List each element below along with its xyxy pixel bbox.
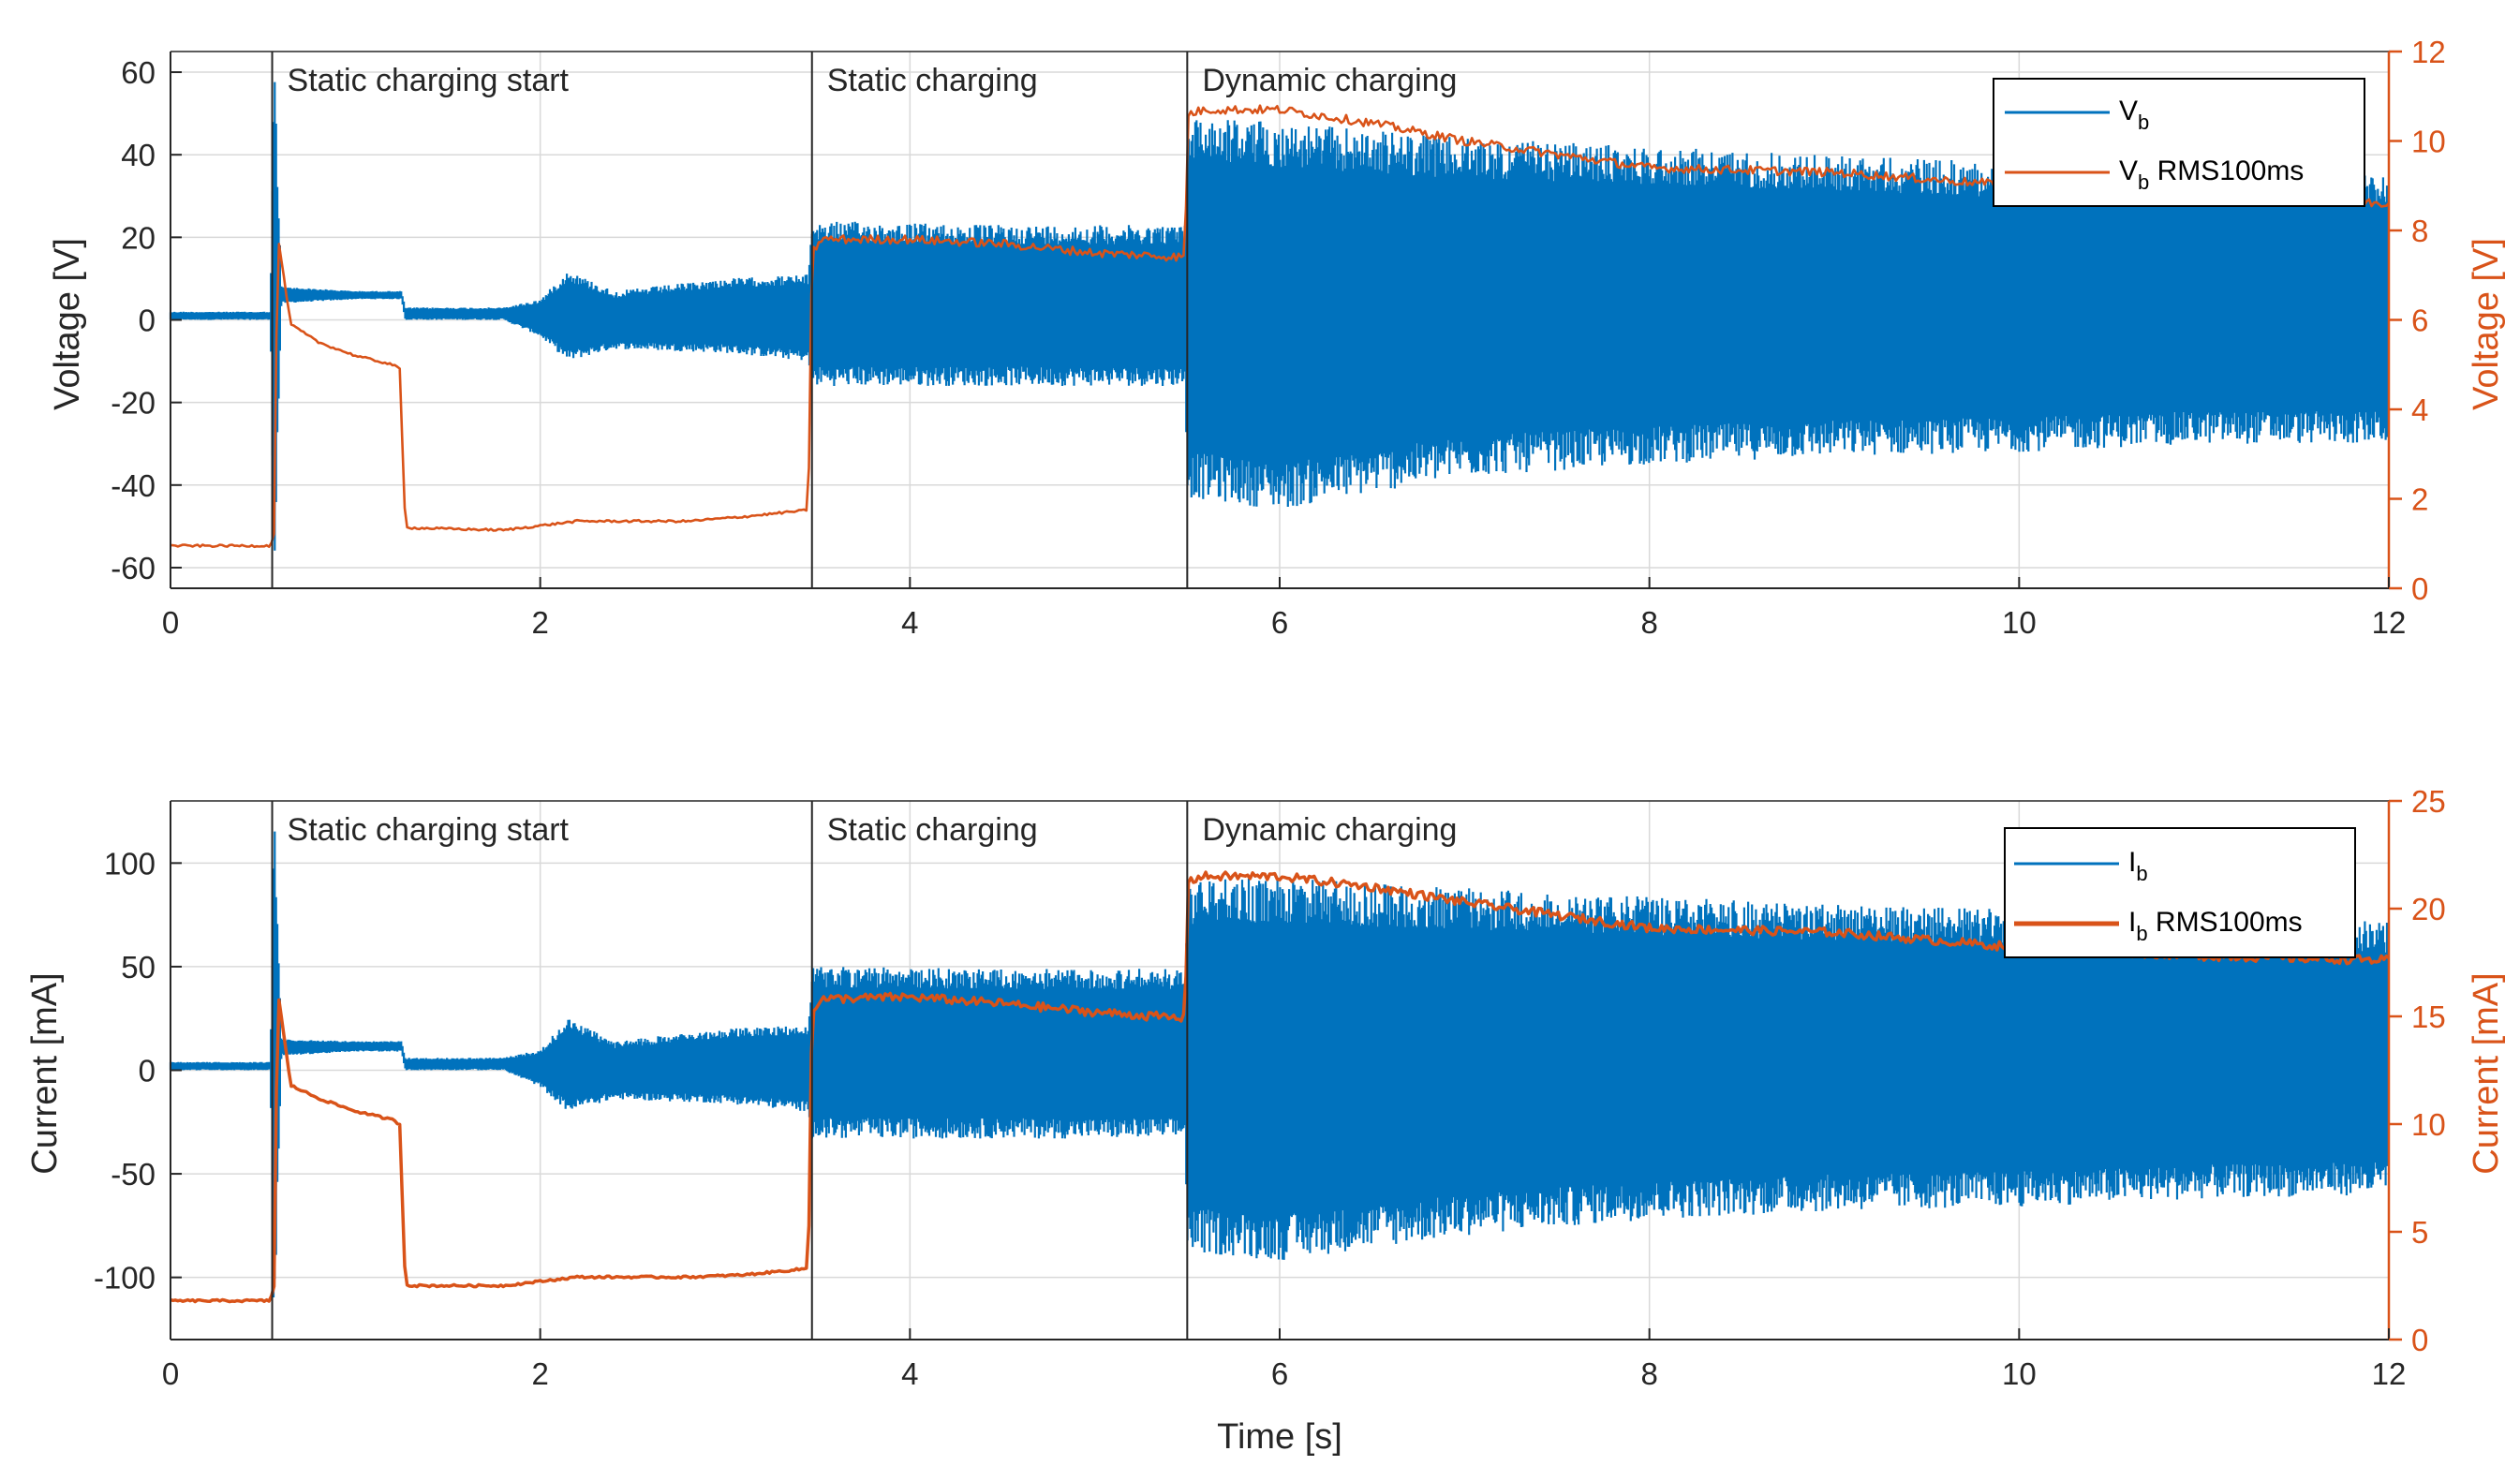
y-right-tick-label-6: 12 [2411,35,2446,69]
current-phase-markers: Static charging start Static charging Dy… [271,801,1457,1340]
y-right-tick-label-4: 20 [2411,892,2446,926]
voltage-plot: Static charging start Static charging Dy… [48,35,2506,640]
y-right-tick-label-3: 15 [2411,1000,2446,1034]
x-tick-label-0: 0 [162,605,179,640]
y-right-tick-label-1: 5 [2411,1215,2428,1250]
y-right-tick-label-2: 10 [2411,1107,2446,1142]
current-axes: 0 2 4 6 8 10 12 -100 -50 0 50 100 0 5 10 15 20 25 [94,784,2446,1391]
y-left-tick-label-2: 0 [139,1054,156,1089]
current-left-axis-label: Current [mA] [25,972,65,1174]
phase-label-static-start: Static charging start [288,812,570,848]
y-right-tick-label-5: 10 [2411,125,2446,159]
x-tick-label-1: 2 [531,1356,548,1391]
time-axis-label: Time [s] [1217,1417,1342,1457]
phase-label-dynamic: Dynamic charging [1202,63,1457,98]
voltage-legend-box [1993,78,2365,207]
x-tick-label-2: 4 [901,1356,918,1391]
x-tick-label-5: 10 [2002,605,2037,640]
current-legend: Ib Ib RMS100ms [2004,827,2356,958]
x-tick-label-4: 8 [1640,1356,1657,1391]
y-left-tick-label-3: 0 [139,304,156,338]
phase-label-static: Static charging [827,812,1038,848]
current-right-axis-label: Current [mA] [2467,972,2506,1174]
y-right-tick-label-0: 0 [2411,571,2428,606]
current-plot: Static charging start Static charging Dy… [25,784,2506,1457]
x-tick-label-2: 4 [901,605,918,640]
y-right-tick-label-3: 6 [2411,304,2428,338]
y-right-tick-label-5: 25 [2411,784,2446,819]
current-legend-entry-raw: Ib [2128,847,2148,885]
x-tick-label-0: 0 [162,1356,179,1391]
voltage-legend: Vb Vb RMS100ms [1993,78,2365,207]
current-legend-entry-rms: Ib RMS100ms [2128,907,2303,945]
y-left-tick-label-0: -60 [111,551,156,585]
y-left-tick-label-5: 40 [121,138,156,172]
y-left-tick-label-4: 20 [121,220,156,255]
y-left-tick-label-1: -50 [111,1157,156,1192]
phase-label-static: Static charging [827,63,1038,98]
voltage-left-axis-label: Voltage [V] [48,238,87,410]
x-tick-label-5: 10 [2002,1356,2037,1391]
y-left-tick-label-1: -40 [111,468,156,503]
y-left-tick-label-2: -20 [111,386,156,421]
y-left-tick-label-0: -100 [94,1261,156,1296]
x-tick-label-6: 12 [2372,605,2407,640]
y-left-tick-label-3: 50 [121,950,156,985]
y-right-tick-label-2: 4 [2411,392,2428,427]
x-tick-label-1: 2 [531,605,548,640]
y-right-tick-label-1: 2 [2411,482,2428,517]
voltage-right-axis-label: Voltage [V] [2467,238,2506,410]
phase-label-static-start: Static charging start [288,63,570,98]
y-left-tick-label-4: 100 [104,846,156,881]
x-tick-label-6: 12 [2372,1356,2407,1391]
voltage-legend-entry-rms: Vb RMS100ms [2119,156,2304,194]
voltage-axes: 0 2 4 6 8 10 12 -60 -40 -20 0 20 40 60 0 2 4 6 8 10 12 [111,35,2445,640]
y-right-tick-label-4: 8 [2411,214,2428,248]
x-tick-label-3: 6 [1271,1356,1288,1391]
x-tick-label-3: 6 [1271,605,1288,640]
voltage-legend-entry-raw: Vb [2119,96,2149,134]
current-legend-box [2004,827,2356,958]
y-left-tick-label-6: 60 [121,55,156,90]
x-tick-label-4: 8 [1640,605,1657,640]
phase-label-dynamic: Dynamic charging [1202,812,1457,848]
voltage-phase-markers: Static charging start Static charging Dy… [271,52,1457,588]
y-right-tick-label-0: 0 [2411,1323,2428,1357]
